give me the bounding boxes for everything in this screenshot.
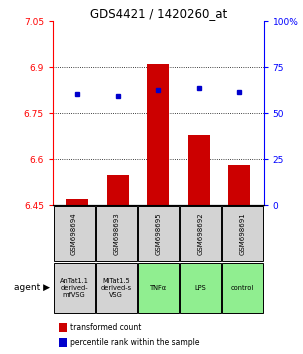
Bar: [66, 199, 88, 205]
Text: LPS: LPS: [195, 285, 206, 291]
Bar: [107, 175, 129, 205]
Text: GSM698693: GSM698693: [113, 212, 119, 255]
Text: GSM698695: GSM698695: [155, 212, 161, 255]
Bar: [147, 64, 169, 205]
Text: TNFα: TNFα: [150, 285, 167, 291]
Text: control: control: [231, 285, 254, 291]
Text: agent ▶: agent ▶: [14, 283, 50, 292]
Text: MiTat1.5
derived-s
VSG: MiTat1.5 derived-s VSG: [101, 278, 132, 298]
Text: percentile rank within the sample: percentile rank within the sample: [70, 338, 199, 347]
Bar: [188, 135, 210, 205]
Text: transformed count: transformed count: [70, 323, 141, 332]
Bar: [228, 165, 251, 205]
Text: GSM698692: GSM698692: [198, 212, 203, 255]
Text: AnTat1.1
derived-
mfVSG: AnTat1.1 derived- mfVSG: [60, 278, 88, 298]
Title: GDS4421 / 1420260_at: GDS4421 / 1420260_at: [90, 7, 227, 20]
Text: GSM698694: GSM698694: [71, 212, 77, 255]
Text: GSM698691: GSM698691: [240, 212, 245, 255]
